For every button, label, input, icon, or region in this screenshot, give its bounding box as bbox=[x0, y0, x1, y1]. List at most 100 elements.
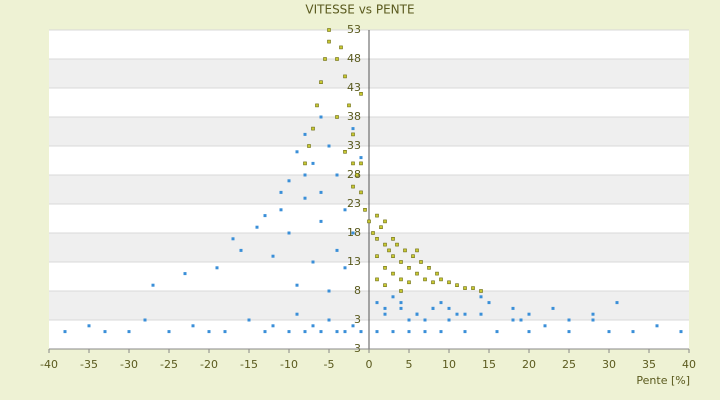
x-tick-label: 40 bbox=[682, 358, 696, 371]
point bbox=[339, 45, 343, 50]
point bbox=[327, 318, 331, 322]
point bbox=[335, 330, 339, 334]
point bbox=[319, 219, 323, 223]
point bbox=[591, 318, 595, 322]
point bbox=[439, 277, 443, 282]
point bbox=[343, 74, 347, 79]
x-tick-label: 0 bbox=[366, 358, 373, 371]
point bbox=[383, 312, 387, 316]
point bbox=[419, 260, 423, 264]
point bbox=[311, 126, 315, 131]
point bbox=[359, 330, 363, 334]
point bbox=[263, 214, 267, 218]
point bbox=[359, 161, 363, 166]
point bbox=[103, 330, 107, 334]
chart-title: VITESSE vs PENTE bbox=[305, 3, 414, 17]
point bbox=[263, 330, 267, 334]
x-tick-label: 35 bbox=[642, 358, 656, 371]
point bbox=[455, 283, 459, 288]
x-tick-label: -35 bbox=[80, 358, 98, 371]
point bbox=[463, 286, 467, 290]
point bbox=[399, 260, 403, 264]
y-tick-label: 23 bbox=[347, 197, 361, 210]
x-tick-label: 25 bbox=[562, 358, 576, 371]
point bbox=[527, 312, 531, 316]
point bbox=[391, 237, 395, 241]
y-tick-label: 53 bbox=[347, 23, 361, 36]
x-tick-label: 15 bbox=[482, 358, 496, 371]
point bbox=[403, 248, 407, 253]
point bbox=[679, 330, 683, 334]
point bbox=[399, 306, 403, 310]
point bbox=[319, 115, 323, 119]
point bbox=[527, 330, 531, 334]
point bbox=[511, 318, 515, 322]
y-tick-label: 3 bbox=[354, 313, 361, 326]
point bbox=[295, 312, 299, 316]
point bbox=[411, 254, 415, 258]
point bbox=[335, 248, 339, 252]
point bbox=[479, 312, 483, 316]
point bbox=[239, 248, 243, 252]
point bbox=[323, 57, 327, 61]
point bbox=[295, 150, 299, 154]
y-tick-label: 43 bbox=[347, 81, 361, 94]
point bbox=[87, 324, 91, 328]
x-tick-label: -5 bbox=[324, 358, 335, 371]
point bbox=[303, 132, 307, 136]
point bbox=[343, 330, 347, 334]
point bbox=[463, 330, 467, 334]
point bbox=[215, 266, 219, 270]
point bbox=[423, 277, 427, 282]
point bbox=[351, 184, 355, 189]
point bbox=[363, 208, 367, 212]
point bbox=[359, 190, 363, 195]
x-tick-label: -20 bbox=[200, 358, 218, 371]
point bbox=[287, 179, 291, 183]
point bbox=[375, 330, 379, 334]
point bbox=[343, 266, 347, 270]
point bbox=[615, 301, 619, 305]
point bbox=[271, 254, 275, 258]
point bbox=[407, 318, 411, 322]
point bbox=[295, 283, 299, 287]
point bbox=[375, 277, 379, 282]
point bbox=[439, 301, 443, 305]
point bbox=[287, 231, 291, 235]
point bbox=[335, 173, 339, 177]
point bbox=[319, 190, 323, 194]
point bbox=[191, 324, 195, 328]
point bbox=[399, 277, 403, 282]
point bbox=[543, 324, 547, 328]
point bbox=[511, 306, 515, 310]
point bbox=[387, 248, 391, 253]
point bbox=[303, 330, 307, 334]
point bbox=[63, 330, 67, 334]
y-tick-label: 28 bbox=[347, 168, 361, 181]
point bbox=[303, 161, 307, 166]
point bbox=[231, 237, 235, 241]
point bbox=[355, 173, 359, 177]
point bbox=[319, 80, 323, 84]
point bbox=[379, 225, 383, 229]
point bbox=[367, 219, 371, 224]
point bbox=[383, 265, 387, 270]
point bbox=[431, 280, 435, 285]
x-axis-title: Pente [%] bbox=[636, 374, 690, 387]
point bbox=[447, 280, 451, 285]
point bbox=[375, 237, 379, 241]
point bbox=[375, 254, 379, 258]
point bbox=[455, 312, 459, 316]
point bbox=[255, 225, 259, 229]
point bbox=[447, 306, 451, 310]
point bbox=[607, 330, 611, 334]
point bbox=[407, 330, 411, 334]
point bbox=[395, 242, 399, 247]
x-tick-label: 10 bbox=[442, 358, 456, 371]
point bbox=[151, 283, 155, 287]
point bbox=[359, 92, 363, 96]
point bbox=[223, 330, 227, 334]
point bbox=[335, 115, 339, 119]
point bbox=[351, 161, 355, 166]
